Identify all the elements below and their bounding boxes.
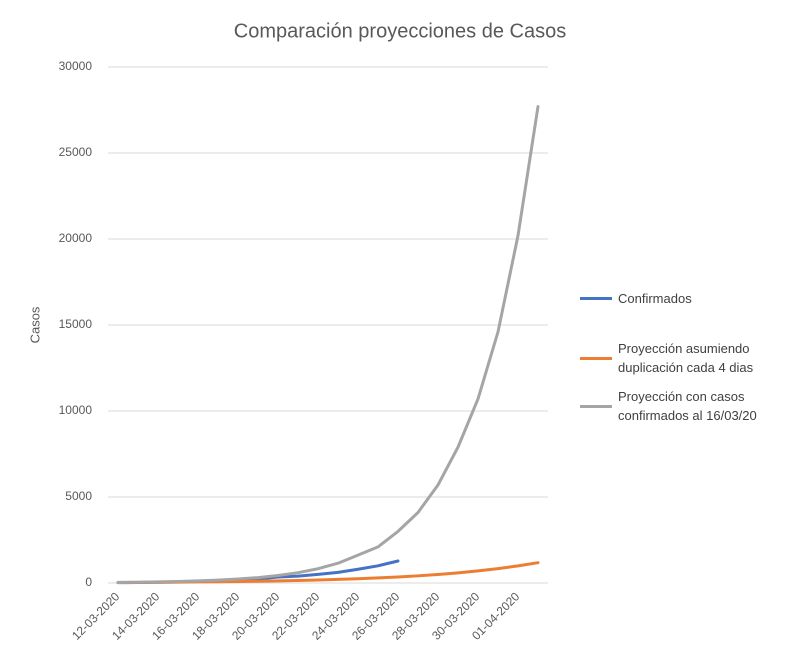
y-tick-label: 15000 xyxy=(59,317,93,331)
y-axis-label: Casos xyxy=(27,306,42,343)
legend-swatch xyxy=(580,297,612,300)
legend-swatch xyxy=(580,405,612,408)
legend-swatch xyxy=(580,357,612,360)
legend-label: Confirmados xyxy=(618,290,692,306)
legend-label: Proyección asumiendo duplicación cada 4 … xyxy=(618,341,754,375)
y-tick-label: 30000 xyxy=(59,59,93,73)
series-line xyxy=(116,105,540,584)
legend-label: Proyección con casos confirmados al 16/0… xyxy=(618,389,757,423)
y-tick-label: 0 xyxy=(85,575,92,589)
y-tick-label: 20000 xyxy=(59,231,93,245)
chart-title: Comparación proyecciones de Casos xyxy=(234,20,566,42)
y-tick-label: 10000 xyxy=(59,403,93,417)
y-tick-label: 25000 xyxy=(59,145,93,159)
y-tick-label: 5000 xyxy=(65,489,92,503)
